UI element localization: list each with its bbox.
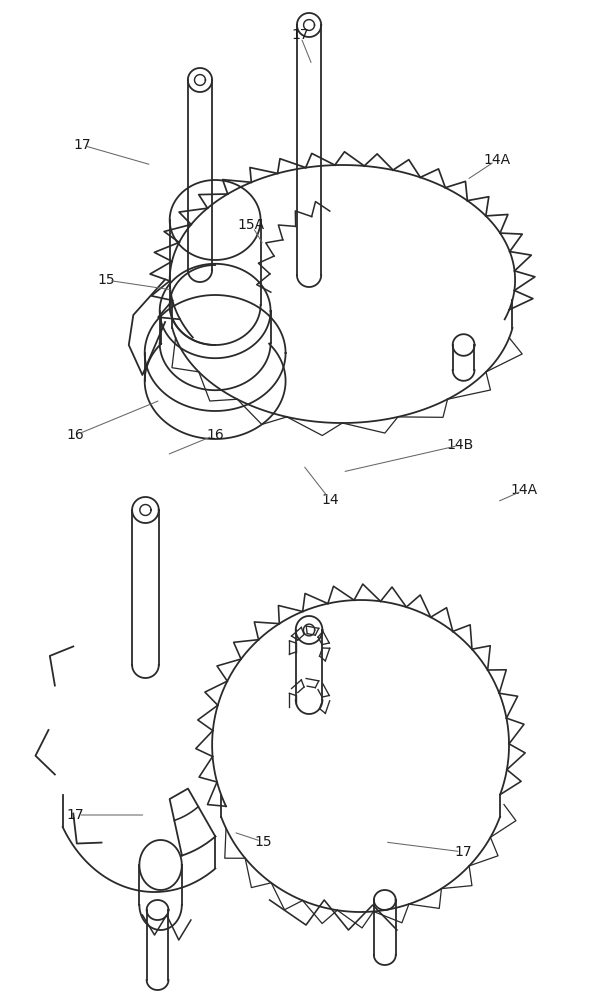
Text: 15: 15 (97, 273, 115, 287)
Text: 17: 17 (67, 808, 85, 822)
Text: 14A: 14A (511, 483, 538, 497)
Text: 17: 17 (454, 845, 473, 859)
Text: 16: 16 (206, 428, 224, 442)
Text: 14B: 14B (447, 438, 474, 452)
Text: 15: 15 (255, 835, 273, 849)
Text: 17: 17 (73, 138, 91, 152)
Text: 14: 14 (321, 493, 339, 507)
Text: 15A: 15A (238, 218, 265, 232)
Text: 17: 17 (291, 28, 309, 42)
Text: 14A: 14A (484, 153, 510, 167)
Text: 16: 16 (67, 428, 85, 442)
